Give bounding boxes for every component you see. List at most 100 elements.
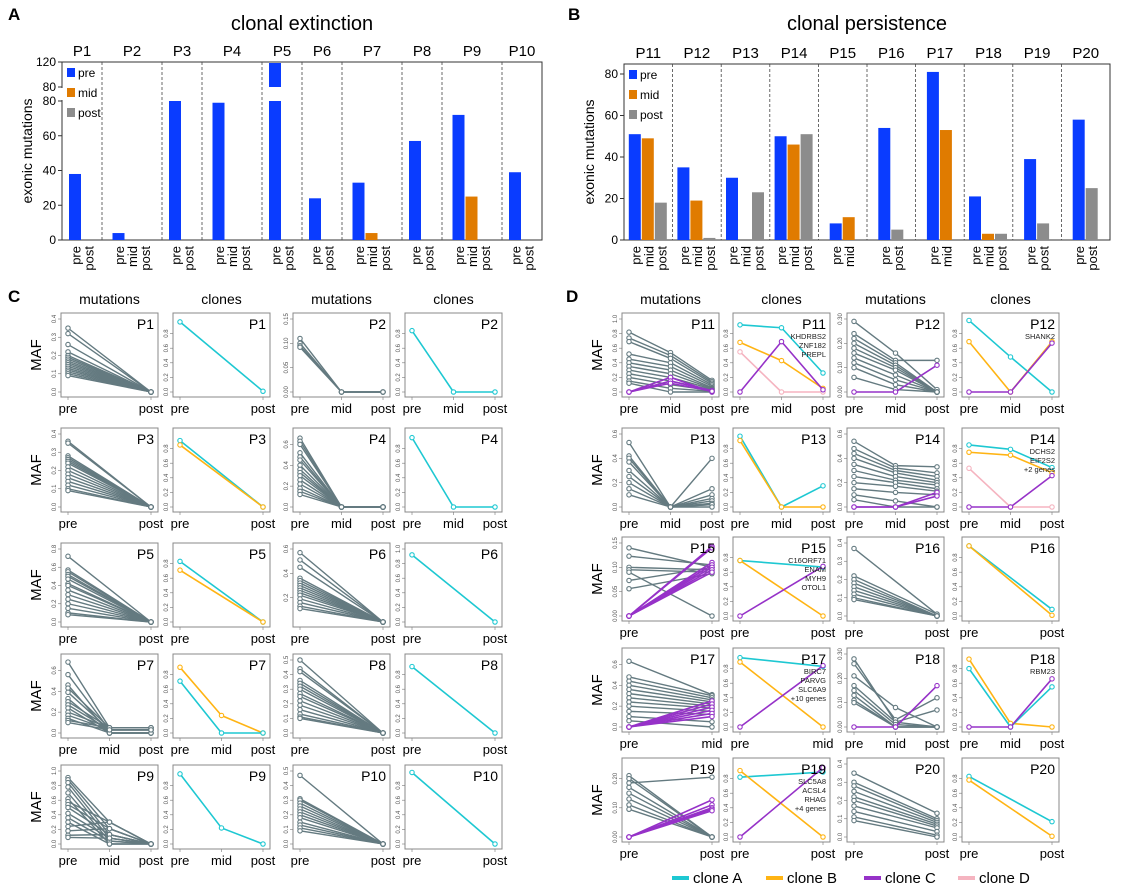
mutations-subplot: 0.0 0.2 0.4 0.6 0.8 pre post P5 — [52, 542, 164, 646]
y-tick-label: 0.00 — [613, 610, 619, 622]
y-tick-label: 0.0 — [396, 387, 402, 396]
mutation-line-point — [892, 483, 899, 490]
y-tick-label: 0.00 — [838, 721, 844, 733]
y-tick-label: 0.3 — [52, 447, 58, 456]
clone-c-line-point — [1007, 389, 1014, 395]
bar — [969, 196, 981, 240]
clone-a-line-point — [409, 769, 415, 776]
mutation-line-point — [851, 660, 857, 667]
mutation-line — [299, 659, 384, 734]
mutation-line-point — [851, 770, 857, 776]
mutation-line-point — [106, 819, 113, 825]
mutation-line-point — [851, 473, 857, 480]
y-tick-label: 0.0 — [164, 617, 170, 626]
x-tick-label: pre — [452, 246, 467, 265]
clone-c-line-point — [778, 338, 785, 345]
maf-axis-label: MAF — [28, 454, 45, 486]
mutation-line-point — [65, 596, 71, 602]
x-tick-label: pre — [59, 742, 78, 757]
subplot-patient-label: P18 — [915, 651, 940, 667]
mutation-line-point — [65, 814, 71, 821]
bar — [654, 202, 667, 240]
y-tick-label: 0.4 — [953, 803, 959, 812]
x-tick-label: post — [925, 516, 950, 531]
clone-b-line-point — [778, 357, 785, 364]
y-tick-label: 0.3 — [52, 332, 58, 341]
x-tick-label: pre — [212, 246, 227, 265]
x-tick-label: pre — [403, 742, 422, 757]
y-tick-label: 60 — [43, 129, 57, 143]
subplot-frame — [404, 542, 503, 628]
clone-a-line-point — [177, 771, 183, 777]
clone-b-line — [968, 545, 1053, 616]
y-tick-label: 0.15 — [613, 537, 619, 549]
mutation-line-point — [934, 695, 940, 701]
x-tick-label: pre — [352, 246, 367, 265]
clone-c-line-point — [737, 389, 743, 395]
y-tick-label: 0.4 — [52, 581, 58, 590]
bar — [939, 130, 952, 240]
clone-a-line-point — [966, 317, 972, 324]
y-tick-label: 0.1 — [284, 714, 290, 723]
legend-swatch-mid — [67, 88, 75, 97]
mutation-line-point — [892, 704, 899, 711]
y-tick-label: 0.2 — [724, 818, 730, 827]
mutation-line-point — [148, 619, 154, 625]
clone-a-line-point — [1049, 684, 1055, 690]
mutations-subplot: 0.00 0.05 0.10 0.15 pre mid post P2 — [284, 312, 396, 416]
mutation-line-point — [338, 389, 345, 395]
mutation-line-point — [65, 611, 71, 618]
mutation-line-point — [892, 372, 899, 378]
clone-a-line — [179, 773, 264, 845]
mutation-line-point — [892, 367, 899, 373]
mutation-line — [299, 559, 384, 623]
mutation-line-point — [667, 355, 674, 362]
mutation-line-point — [65, 819, 71, 825]
mutation-line — [853, 772, 938, 814]
y-tick-label: 0.10 — [613, 561, 619, 573]
clone-b-line — [179, 666, 264, 734]
y-tick-label: 0.6 — [613, 343, 619, 352]
y-tick-label: 0.4 — [953, 693, 959, 702]
x-tick-label: pre — [845, 516, 864, 531]
y-tick-label: 0.0 — [953, 722, 959, 731]
y-tick-label: 0.8 — [164, 781, 170, 790]
x-tick-label: post — [251, 631, 276, 646]
mutation-line-point — [934, 357, 940, 364]
subplot-frame — [961, 536, 1060, 622]
y-tick-label: 0.2 — [284, 810, 290, 819]
clone-a-line — [411, 554, 496, 623]
x-tick-label: pre — [731, 736, 750, 751]
x-tick-label: pre — [878, 246, 893, 265]
y-tick-label: 0.0 — [396, 728, 402, 737]
x-tick-label: pre — [960, 846, 979, 861]
mutation-line-point — [626, 473, 632, 480]
mutation-line-point — [851, 364, 857, 371]
y-tick-label: 0.00 — [284, 386, 290, 398]
clone-c-mutation-line-point — [892, 504, 899, 510]
column-title: mutations — [640, 291, 701, 307]
clone-c-line-point — [1049, 340, 1055, 346]
mutation-line-point — [148, 389, 154, 395]
clone-a-line-point — [492, 389, 498, 395]
mutation-line-point — [297, 491, 303, 498]
clone-b-line-point — [737, 767, 743, 774]
mutation-line-point — [851, 682, 857, 689]
subplot-patient-label: P19 — [801, 761, 826, 777]
y-tick-label: 0.4 — [52, 810, 58, 819]
mutation-line-point — [148, 727, 154, 733]
y-tick-label: 0.2 — [52, 707, 58, 716]
mutation-line-point — [851, 797, 857, 804]
y-tick-label: 0.2 — [953, 818, 959, 827]
x-tick-label: post — [1040, 625, 1065, 640]
clone-b-line-point — [820, 724, 826, 730]
mutation-line-point — [65, 330, 71, 337]
clone-d-line-point — [778, 389, 785, 395]
y-tick-label: 0.6 — [724, 567, 730, 576]
y-tick-label: 0.8 — [396, 444, 402, 453]
